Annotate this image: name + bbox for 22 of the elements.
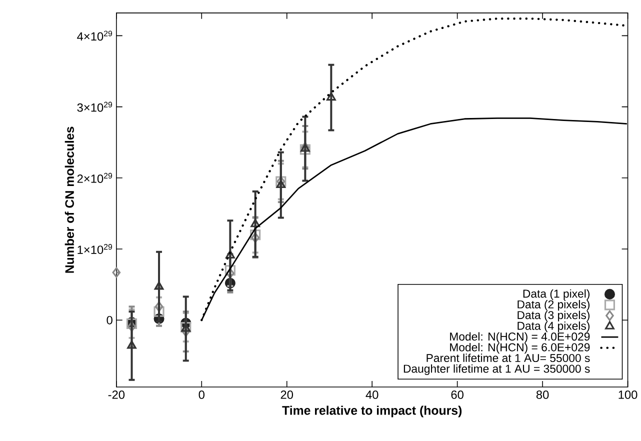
y-tick-label: 1×10$^{29}$ — [78, 244, 112, 254]
annotation: Daughter lifetime at 1 AU = 350000 s — [404, 364, 590, 376]
legend-label: Data (3 pixels) — [518, 310, 590, 322]
x-tick-label: 100 — [618, 390, 638, 400]
legend-label: Model: N(HCN) = 4.0E+029 — [450, 332, 590, 343]
y-axis-title: Number of CN molecules — [64, 126, 74, 273]
x-tick-label: -20 — [108, 390, 125, 400]
y-tick-label: 0 — [106, 316, 112, 324]
x-tick-label: 60 — [451, 390, 464, 400]
annotation: Parent lifetime at 1 AU= 55000 s — [426, 354, 590, 362]
legend-label: Data (1 pixel) — [523, 289, 590, 300]
y-tick-label: 2×10$^{29}$ — [77, 173, 112, 184]
x-tick-label: 80 — [536, 390, 549, 400]
x-tick-label: 40 — [366, 390, 378, 400]
legend-label: Data (4 pixels) — [518, 322, 590, 332]
x-axis-title: Time relative to impact (hours) — [282, 406, 462, 418]
legend-label: Data (2 pixels) — [518, 300, 590, 311]
y-tick-label: 4×10$^{29}$ — [77, 30, 112, 41]
x-tick-label: 20 — [280, 390, 294, 400]
y-tick-label: 3×10$^{29}$ — [77, 102, 112, 112]
x-tick-label: 0 — [198, 390, 204, 400]
legend-label: Model: N(HCN) = 6.0E+029 — [450, 343, 590, 354]
